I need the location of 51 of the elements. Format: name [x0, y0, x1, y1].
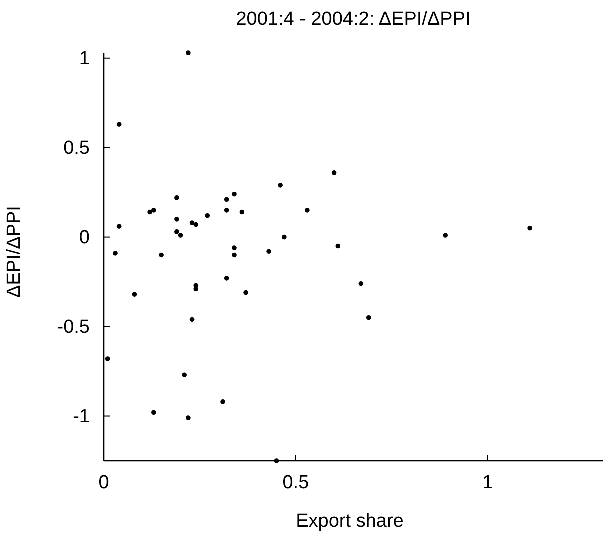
point [244, 290, 248, 296]
point [336, 244, 341, 249]
point [174, 196, 180, 200]
point [366, 315, 372, 320]
point [282, 234, 287, 240]
point [205, 213, 210, 218]
point [224, 208, 230, 213]
point [305, 208, 310, 213]
point [266, 249, 272, 254]
point [224, 276, 230, 281]
point [240, 210, 245, 215]
point [132, 292, 138, 297]
point [224, 197, 230, 202]
x-tick-label: 1 [482, 472, 494, 494]
point [174, 230, 180, 234]
point [190, 317, 195, 322]
point [232, 252, 237, 258]
point [232, 192, 237, 197]
point [116, 122, 122, 127]
point [190, 220, 195, 226]
point [182, 372, 187, 378]
point [194, 222, 199, 228]
y-tick-label: -1 [73, 406, 90, 428]
x-tick-label: 0.5 [282, 472, 310, 494]
point [186, 50, 191, 56]
point [274, 458, 280, 464]
point [220, 400, 226, 404]
point [105, 356, 110, 362]
point [152, 410, 156, 416]
point [148, 210, 152, 215]
x-axis-title: Export share [296, 511, 404, 532]
point [186, 416, 191, 420]
point [358, 281, 364, 286]
point [174, 217, 180, 222]
point [528, 226, 532, 231]
chart-title: 2001:4 - 2004:2: ΔEPI/ΔPPI [236, 9, 471, 30]
y-tick-label: 1 [79, 48, 90, 70]
point [116, 224, 122, 229]
point [178, 233, 184, 238]
point [443, 233, 448, 238]
y-tick-label: 0 [79, 227, 90, 248]
point [278, 183, 283, 188]
x-tick-label: 0 [98, 472, 110, 494]
y-axis-title: ΔEPI/ΔPPI [4, 206, 25, 298]
point [113, 251, 118, 256]
y-tick-label: -0.5 [57, 316, 90, 338]
point [159, 252, 164, 258]
point [332, 170, 337, 176]
y-tick-label: 0.5 [64, 138, 90, 159]
point [232, 246, 237, 250]
point [152, 208, 156, 213]
